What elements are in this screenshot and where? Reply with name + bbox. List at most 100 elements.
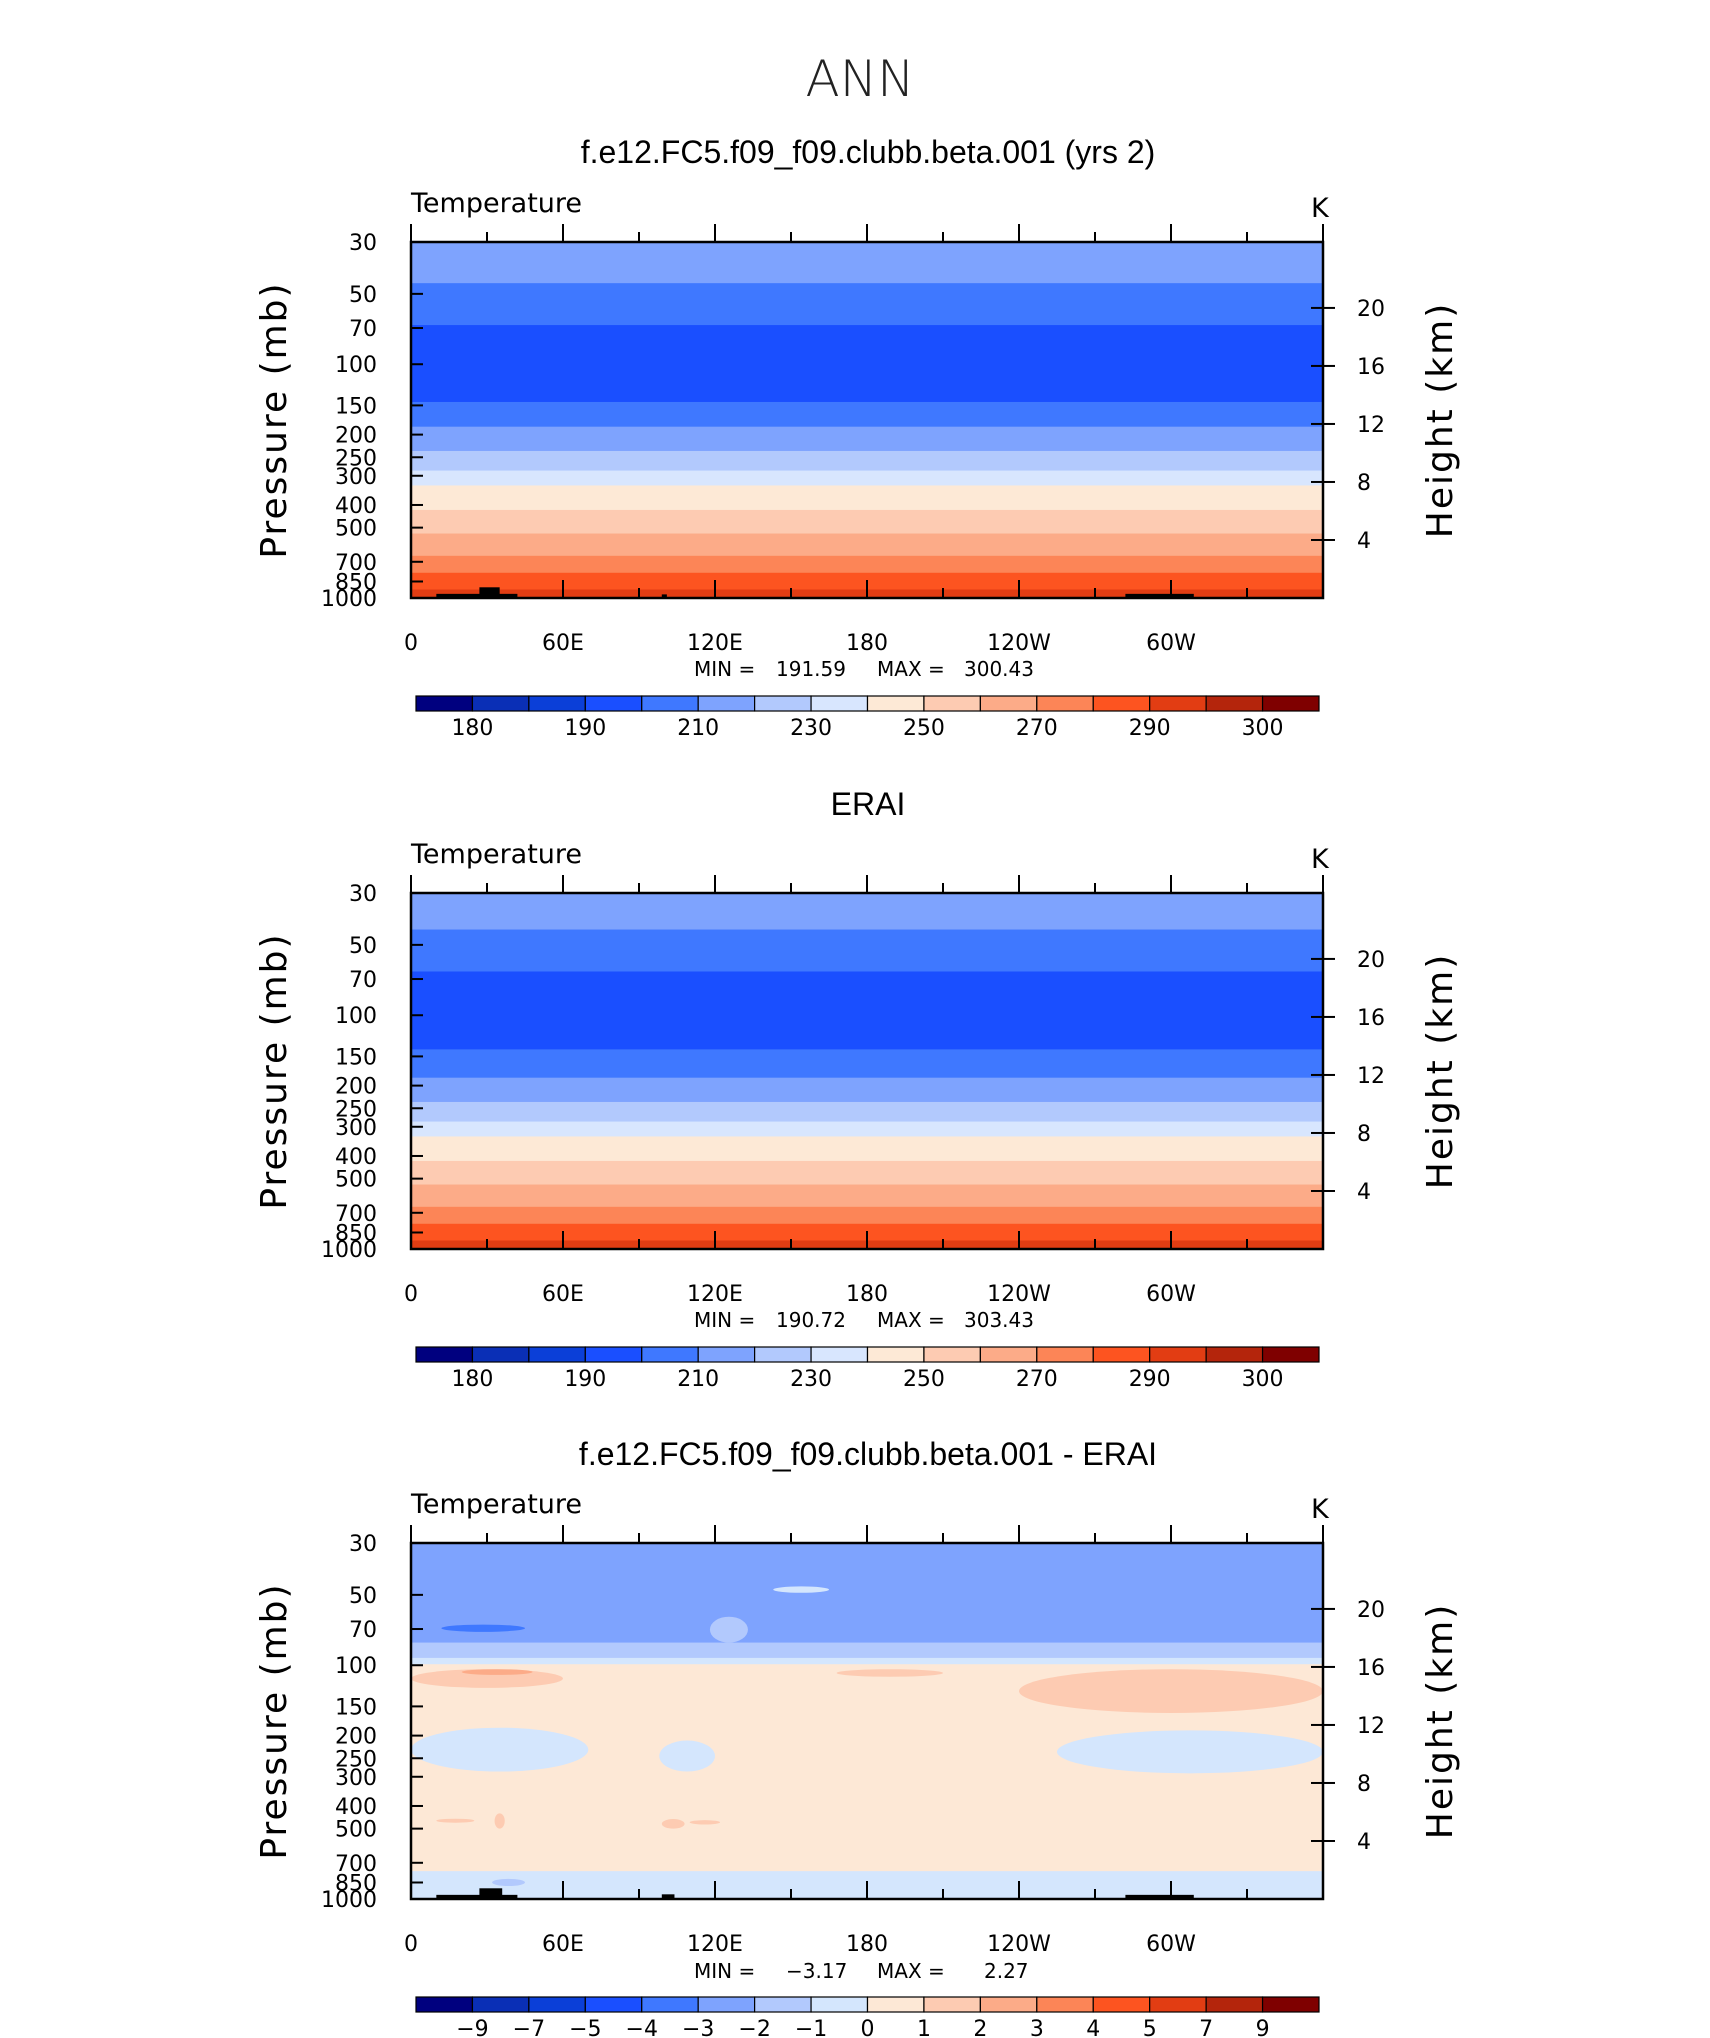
y2-tick-label: 16: [1357, 1656, 1385, 1681]
y-tick-label: 1000: [321, 1888, 377, 1913]
contour-band: [411, 893, 1323, 931]
y-tick-label: 30: [349, 1532, 377, 1557]
colorbar-label: 300: [1242, 716, 1284, 741]
y-tick-label: 300: [335, 1116, 377, 1141]
colorbar-swatch: [1205, 1996, 1264, 2013]
colorbar-swatch: [697, 1996, 756, 2013]
contour-feature: [709, 1616, 748, 1643]
y-tick-label: 50: [349, 283, 377, 308]
min-label: MIN =: [694, 657, 755, 681]
contour-feature: [659, 1740, 716, 1772]
contour-band: [411, 509, 1323, 535]
colorbar-label: 2: [973, 2017, 987, 2038]
colorbar-swatch: [1149, 1996, 1207, 2013]
colorbar-swatch: [584, 695, 643, 712]
y2-tick-label: 8: [1357, 471, 1371, 496]
variable-label: Temperature: [410, 839, 582, 870]
colorbar-swatch: [1261, 1996, 1320, 2013]
y-tick-label: 850: [335, 1872, 377, 1897]
y-tick-label: 150: [335, 1045, 377, 1070]
y-tick-label: 400: [335, 494, 377, 519]
colorbar-label: −7: [513, 2017, 545, 2038]
panel-model: f.e12.FC5.f09_f09.clubb.beta.001 (yrs 2)…: [254, 134, 1461, 741]
contour-feature: [661, 1819, 685, 1829]
y-tick-label: 30: [349, 882, 377, 907]
min-label: MIN =: [694, 1959, 755, 1983]
contour-feature: [836, 1669, 943, 1677]
contour-band: [411, 485, 1323, 511]
colorbar-label: 290: [1129, 716, 1171, 741]
colorbar-swatch: [697, 1346, 756, 1363]
y-tick-label: 70: [349, 968, 377, 993]
y-tick-label: 500: [335, 517, 377, 542]
y-tick-label: 200: [335, 1075, 377, 1100]
contour-band: [411, 1049, 1323, 1079]
colorbar-swatch: [1092, 1996, 1151, 2013]
colorbar-swatch: [697, 695, 756, 712]
colorbar-swatch: [471, 695, 530, 712]
y-tick-label: 100: [335, 1004, 377, 1029]
units-label: K: [1311, 193, 1330, 224]
max-label: MAX =: [877, 657, 945, 681]
topography-mask: [436, 1894, 518, 1899]
x-tick-label: 0: [404, 631, 418, 656]
contour-feature: [461, 1669, 533, 1675]
contour-feature: [441, 1624, 525, 1632]
contour-band: [411, 426, 1323, 452]
contour-feature: [494, 1813, 505, 1829]
y-tick-label: 700: [335, 1202, 377, 1227]
colorbar-label: 230: [790, 1367, 832, 1392]
x-tick-label: 180: [846, 1282, 888, 1307]
panel-difference: f.e12.FC5.f09_f09.clubb.beta.001 - ERAI …: [254, 1436, 1461, 2038]
colorbar-swatch: [866, 1996, 925, 2013]
contour-band: [411, 1206, 1323, 1225]
colorbar-label: −1: [795, 2017, 827, 2038]
y-tick-label: 700: [335, 1852, 377, 1877]
colorbar-label: 250: [903, 1367, 945, 1392]
colorbar-swatch: [923, 1996, 981, 2013]
x-tick-label: 0: [404, 1932, 418, 1957]
colorbar-label: 230: [790, 716, 832, 741]
colorbar-label: 190: [564, 1367, 606, 1392]
contour-band: [411, 1543, 1323, 1644]
colorbar-swatch: [415, 1346, 474, 1363]
y-tick-label: 250: [335, 446, 377, 471]
contour-band: [411, 1121, 1323, 1137]
colorbar-swatch: [528, 695, 586, 712]
colorbar-swatch: [415, 1996, 474, 2013]
contour-feature: [773, 1586, 830, 1593]
contour-feature: [689, 1820, 721, 1825]
contour-band: [411, 1800, 1323, 1872]
colorbar-swatch: [979, 695, 1038, 712]
topography-mask: [479, 1888, 503, 1899]
colorbar-label: 4: [1086, 2017, 1100, 2038]
y2-tick-label: 20: [1357, 1598, 1385, 1623]
colorbar-swatch: [754, 695, 812, 712]
colorbar-swatch: [754, 1996, 812, 2013]
topography-mask: [1125, 593, 1194, 598]
colorbar-swatch: [415, 695, 474, 712]
x-tick-label: 120E: [687, 1932, 743, 1957]
y2-axis-title: Height (km): [1420, 953, 1461, 1189]
colorbar-label: 270: [1016, 1367, 1058, 1392]
colorbar-label: −9: [456, 2017, 488, 2038]
colorbar-label: 290: [1129, 1367, 1171, 1392]
colorbar-swatch: [810, 695, 869, 712]
colorbar-label: 300: [1242, 1367, 1284, 1392]
colorbar-label: 7: [1199, 2017, 1213, 2038]
y-tick-label: 300: [335, 465, 377, 490]
contour-band: [411, 283, 1323, 326]
y-tick-label: 30: [349, 231, 377, 256]
colorbar-label: 0: [861, 2017, 875, 2038]
x-tick-label: 120W: [987, 1282, 1051, 1307]
colorbar-label: −4: [626, 2017, 658, 2038]
contour-band: [411, 929, 1323, 972]
max-label: MAX =: [877, 1308, 945, 1332]
colorbar-label: 5: [1143, 2017, 1157, 2038]
colorbar-swatch: [471, 1996, 530, 2013]
colorbar-swatch: [471, 1346, 530, 1363]
min-value: 190.72: [776, 1308, 846, 1332]
y-tick-label: 200: [335, 424, 377, 449]
contour-band: [411, 401, 1323, 428]
